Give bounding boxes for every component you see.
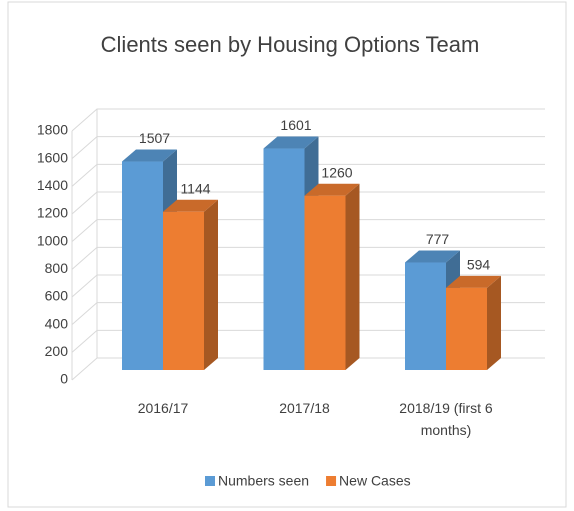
data-label: 1601: [280, 117, 311, 133]
bar: [122, 161, 163, 370]
bar-top: [263, 136, 319, 149]
bar-side: [204, 199, 218, 370]
data-label: 777: [426, 231, 450, 247]
bar-top: [304, 183, 360, 196]
legend-label: New Cases: [339, 473, 411, 489]
y-tick-label: 800: [45, 260, 69, 276]
bar-top: [446, 275, 501, 288]
data-label: 594: [467, 257, 491, 273]
y-tick-label: 1800: [37, 122, 68, 138]
bar: [304, 195, 346, 370]
bar-side: [345, 183, 360, 370]
y-tick-label: 1000: [37, 232, 68, 248]
y-tick-label: 400: [45, 315, 69, 331]
chart-title: Clients seen by Housing Options Team: [101, 32, 480, 57]
y-tick-label: 600: [45, 288, 69, 304]
legend-swatch: [205, 476, 215, 486]
bar-top: [163, 199, 218, 212]
data-label: 1260: [321, 164, 352, 180]
x-tick-label-box: 2018/19 (first 6 months): [399, 400, 493, 438]
bar: [405, 262, 446, 370]
bar-top: [405, 250, 460, 263]
y-tick-label: 1200: [37, 205, 68, 221]
x-tick-label-box: 2016/17: [137, 400, 189, 416]
bar-top: [122, 149, 177, 162]
bar-side: [487, 275, 501, 370]
legend-swatch: [326, 476, 337, 486]
bar: [446, 287, 487, 370]
y-tick-label: 1400: [37, 177, 68, 193]
y-tick-label: 200: [45, 343, 69, 359]
y-tick-label: 1600: [37, 149, 68, 165]
bar: [263, 148, 305, 370]
x-tick-label-box: 2017/18: [279, 400, 330, 416]
y-tick-label: 0: [60, 371, 68, 387]
data-label: 1144: [180, 180, 210, 196]
x-tick-label: 2017/18: [279, 400, 330, 416]
legend-label: Numbers seen: [218, 473, 309, 489]
data-label: 1507: [139, 130, 170, 146]
bar: [163, 211, 204, 370]
x-tick-label: 2018/19 (first 6 months): [399, 400, 493, 438]
x-tick-label: 2016/17: [137, 400, 189, 416]
